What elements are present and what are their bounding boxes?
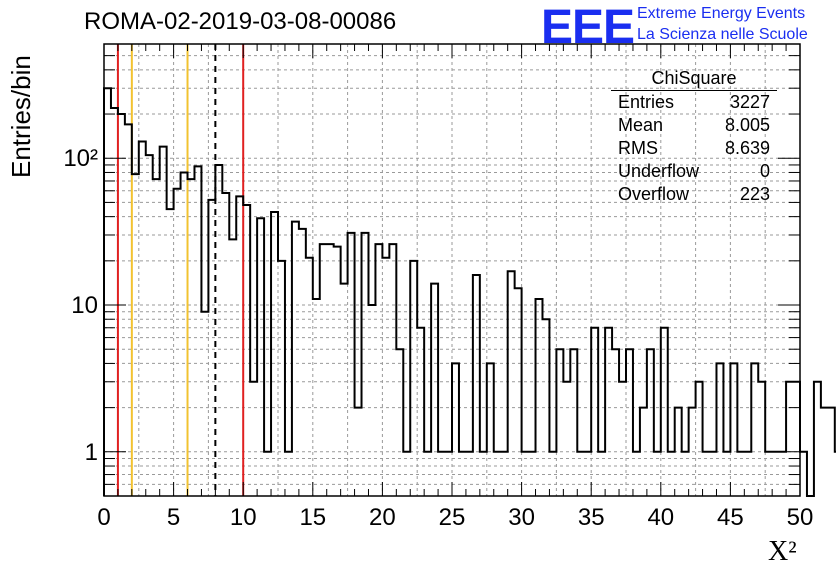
- x-tick-label: 0: [97, 504, 110, 531]
- stats-label: Overflow: [618, 184, 690, 204]
- y-axis: 1 10 10²: [63, 43, 800, 497]
- x-tick-label: 50: [787, 504, 814, 531]
- x-tick-label: 35: [578, 504, 605, 531]
- logo-caption: Extreme Energy Events La Scienza nelle S…: [637, 3, 808, 45]
- chart-title: ROMA-02-2019-03-08-00086: [84, 8, 397, 35]
- stats-label: Underflow: [618, 161, 700, 181]
- eee-logo: EEE: [541, 1, 635, 54]
- logo-line-1: Extreme Energy Events: [637, 5, 806, 22]
- x-tick-label: 25: [439, 504, 466, 531]
- stats-value: 223: [739, 184, 770, 204]
- y-tick-label: 10²: [63, 145, 98, 172]
- stats-row-overflow: Overflow 223: [611, 183, 777, 206]
- x-tick-label: 15: [299, 504, 326, 531]
- x-tick-label: 30: [508, 504, 535, 531]
- stats-row-entries: Entries 3227: [611, 91, 777, 114]
- stats-label: RMS: [618, 138, 658, 158]
- stats-box: ChiSquare Entries 3227 Mean 8.005 RMS 8.639…: [611, 68, 777, 206]
- stats-title: ChiSquare: [611, 68, 777, 91]
- stats-row-mean: Mean 8.005: [611, 114, 777, 137]
- logo-line-2: La Scienza nelle Scuole: [637, 26, 808, 43]
- x-axis-label: X²: [768, 536, 797, 567]
- stats-value: 3227: [729, 92, 770, 112]
- stats-label: Mean: [618, 115, 664, 135]
- histogram-outline: [103, 87, 836, 497]
- stats-value: 8.639: [724, 138, 770, 158]
- stats-value: 8.005: [724, 115, 770, 135]
- stats-row-rms: RMS 8.639: [611, 137, 777, 160]
- x-tick-label: 20: [369, 504, 396, 531]
- x-axis: 0 5 10 15 20 25 30 35 40 45 50: [97, 44, 813, 531]
- x-tick-label: 40: [647, 504, 674, 531]
- stats-label: Entries: [618, 92, 675, 112]
- y-tick-label: 10: [71, 292, 98, 319]
- reference-lines: [116, 44, 245, 496]
- stats-row-underflow: Underflow 0: [611, 160, 777, 183]
- x-tick-label: 5: [167, 504, 180, 531]
- y-tick-label: 1: [85, 439, 98, 466]
- x-tick-label: 10: [230, 504, 257, 531]
- y-axis-label: Entries/bin: [6, 55, 36, 178]
- x-tick-label: 45: [717, 504, 744, 531]
- stats-value: 0: [759, 161, 770, 181]
